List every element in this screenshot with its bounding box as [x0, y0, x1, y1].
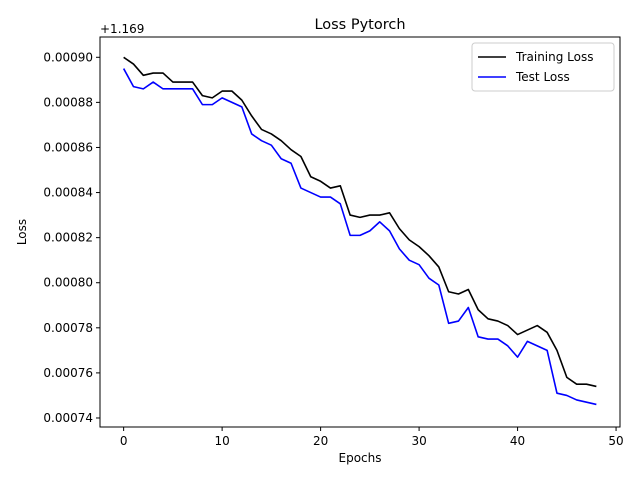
- y-tick-label: 0.00082: [43, 231, 93, 245]
- x-tick-label: 40: [510, 434, 525, 448]
- x-ticks: 0 10 20 30 40 50: [120, 427, 624, 448]
- legend-label: Test Loss: [515, 70, 570, 84]
- series-line-test-loss: [122, 68, 597, 406]
- y-tick-label: 0.00090: [43, 50, 93, 64]
- legend-label: Training Loss: [515, 50, 593, 64]
- x-tick-label: 30: [411, 434, 426, 448]
- x-tick-label: 20: [313, 434, 328, 448]
- y-tick-label: 0.00078: [43, 321, 93, 335]
- y-ticks: 0.00074 0.00076 0.00078 0.00080 0.00082 0.000…: [43, 50, 100, 425]
- legend: Training Loss Test Loss: [471, 42, 615, 92]
- y-tick-label: 0.00088: [43, 95, 93, 109]
- legend-box: [471, 42, 615, 92]
- plot-frame: [99, 36, 621, 428]
- x-axis-label: Epochs: [339, 451, 382, 465]
- y-tick-label: 0.00076: [43, 366, 93, 380]
- series-line-training-loss: [123, 56, 597, 388]
- x-tick-label: 50: [608, 434, 623, 448]
- y-axis-label: Loss: [15, 219, 29, 245]
- x-tick-label: 0: [120, 434, 128, 448]
- y-tick-label: 0.00084: [43, 186, 93, 200]
- chart-title: Loss Pytorch: [314, 17, 405, 33]
- series-lines: [122, 56, 597, 406]
- y-tick-label: 0.00080: [43, 276, 93, 290]
- y-tick-label: 0.00074: [43, 411, 93, 425]
- y-tick-label: 0.00086: [43, 140, 93, 154]
- y-offset-text: +1.169: [100, 22, 144, 36]
- x-tick-label: 10: [214, 434, 229, 448]
